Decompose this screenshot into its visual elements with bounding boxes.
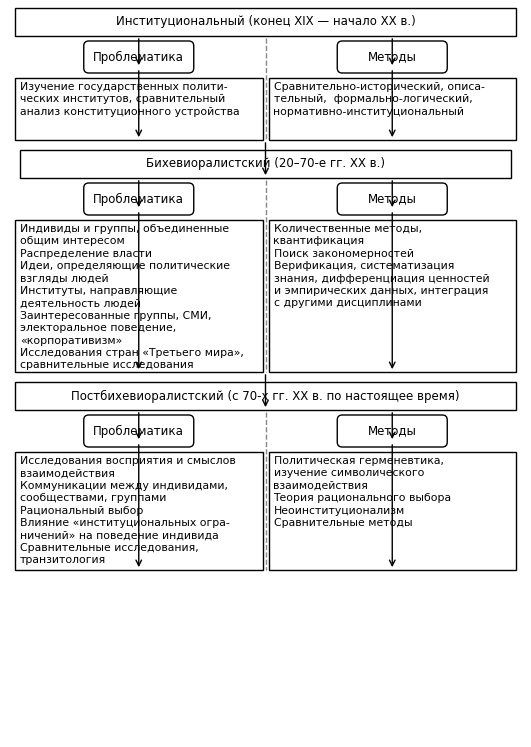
Text: Проблематика: Проблематика bbox=[93, 424, 184, 438]
Text: Методы: Методы bbox=[368, 51, 417, 63]
Text: Исследования восприятия и смыслов
взаимодействия
Коммуникации между индивидами,
: Исследования восприятия и смыслов взаимо… bbox=[20, 456, 236, 565]
FancyBboxPatch shape bbox=[15, 8, 516, 36]
FancyBboxPatch shape bbox=[15, 220, 262, 372]
Text: Изучение государственных полити-
ческих институтов, сравнительный
анализ констит: Изучение государственных полити- ческих … bbox=[20, 82, 239, 117]
Text: Проблематика: Проблематика bbox=[93, 51, 184, 63]
FancyBboxPatch shape bbox=[15, 452, 262, 570]
Text: Бихевиоралистский (20–70-е гг. XX в.): Бихевиоралистский (20–70-е гг. XX в.) bbox=[146, 158, 385, 170]
FancyBboxPatch shape bbox=[84, 415, 194, 447]
Text: Институциональный (конец XIX — начало XX в.): Институциональный (конец XIX — начало XX… bbox=[116, 16, 415, 28]
FancyBboxPatch shape bbox=[269, 452, 516, 570]
FancyBboxPatch shape bbox=[269, 220, 516, 372]
Text: Индивиды и группы, объединенные
общим интересом
Распределение власти
Идеи, опред: Индивиды и группы, объединенные общим ин… bbox=[20, 224, 244, 371]
FancyBboxPatch shape bbox=[337, 183, 447, 215]
Text: Методы: Методы bbox=[368, 424, 417, 438]
FancyBboxPatch shape bbox=[15, 382, 516, 410]
Text: Политическая герменевтика,
изучение символического
взаимодействия
Теория рациона: Политическая герменевтика, изучение симв… bbox=[273, 456, 452, 528]
FancyBboxPatch shape bbox=[337, 415, 447, 447]
FancyBboxPatch shape bbox=[337, 41, 447, 73]
FancyBboxPatch shape bbox=[269, 78, 516, 140]
Text: Методы: Методы bbox=[368, 193, 417, 205]
FancyBboxPatch shape bbox=[84, 183, 194, 215]
FancyBboxPatch shape bbox=[84, 41, 194, 73]
FancyBboxPatch shape bbox=[20, 150, 511, 178]
Text: Количественные методы,
квантификация
Поиск закономерностей
Верификация, системат: Количественные методы, квантификация Пои… bbox=[273, 224, 489, 309]
Text: Постбихевиоралистский (с 70-х гг. XX в. по настоящее время): Постбихевиоралистский (с 70-х гг. XX в. … bbox=[71, 389, 460, 403]
Text: Сравнительно-исторический, описа-
тельный,  формально-логический,
нормативно-инс: Сравнительно-исторический, описа- тельны… bbox=[273, 82, 484, 117]
Text: Проблематика: Проблематика bbox=[93, 193, 184, 205]
FancyBboxPatch shape bbox=[15, 78, 262, 140]
